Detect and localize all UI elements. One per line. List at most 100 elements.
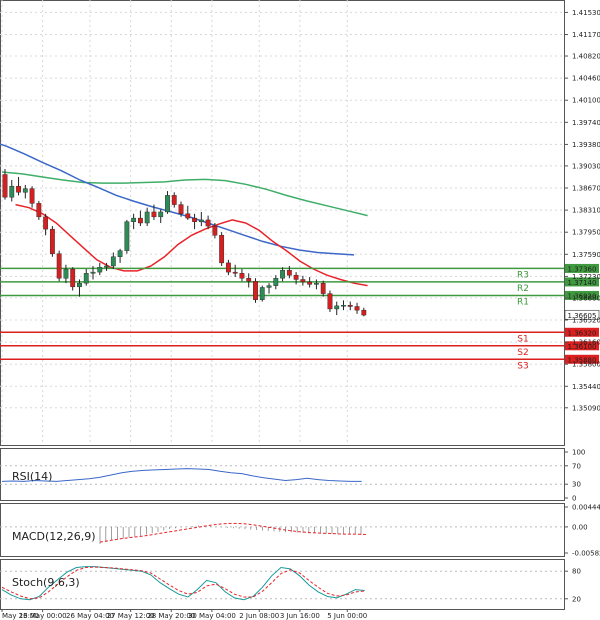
levels-layer: R3 1.37360 R2 1.37140 R1 1.36920 S1 1.36320 S2 1.… <box>0 263 600 371</box>
candle-body <box>22 188 28 193</box>
candle-body <box>300 279 306 283</box>
candle-body <box>293 274 299 280</box>
candle <box>49 226 55 257</box>
candle-body <box>307 281 313 285</box>
candle-body <box>131 217 137 222</box>
candle <box>16 176 21 196</box>
candle-body <box>246 278 252 282</box>
candle <box>293 272 299 285</box>
candle <box>2 168 8 200</box>
candle <box>361 307 367 317</box>
candle <box>212 223 218 239</box>
candle <box>334 301 340 316</box>
candle <box>185 205 191 220</box>
candle-body <box>144 211 150 224</box>
ma-slow-layer <box>1 171 368 217</box>
candle <box>124 219 130 254</box>
candle-body <box>286 270 292 276</box>
ma-mid-layer <box>0 143 355 256</box>
rsi-tick-label: 100 <box>572 449 585 457</box>
candle-body <box>165 195 170 213</box>
price-tick-label: 1.35800 <box>572 361 600 369</box>
macd-panel: 0.004445 0.00 -0.005827 <box>0 504 600 558</box>
candle <box>70 267 76 291</box>
candle <box>354 302 360 314</box>
ma-fast-layer <box>15 203 368 287</box>
support-price-tag <box>565 354 599 364</box>
candle-body <box>137 217 143 224</box>
candle <box>205 215 211 230</box>
price-axis: 1.41530 1.41170 1.40820 1.40460 1.40100 1.397… <box>564 9 600 412</box>
candle <box>239 269 245 282</box>
candle-body <box>2 174 8 198</box>
rsi-tick-label: 30 <box>572 481 581 489</box>
price-tick-label: 1.36520 <box>572 316 600 324</box>
candle <box>83 269 89 286</box>
time-tick-label: 30 May 04:00 <box>188 612 236 620</box>
support-price-label: 1.36320 <box>568 329 597 337</box>
candle <box>97 262 103 276</box>
candle <box>117 248 123 263</box>
rsi-label: RSI(14) <box>12 470 52 483</box>
candle <box>347 301 353 311</box>
resistance-name-r3: R3 <box>517 270 529 280</box>
macd-tick-label: 0.004445 <box>572 504 600 512</box>
candle-body <box>327 293 333 310</box>
candle <box>219 232 225 266</box>
candle-body <box>158 211 164 218</box>
candle-body <box>280 270 285 279</box>
candle <box>259 285 265 302</box>
support-price-tag <box>565 327 599 337</box>
price-tick-label: 1.40100 <box>572 97 600 105</box>
resistance-name-r1: R1 <box>517 297 529 307</box>
candles-layer <box>2 168 367 317</box>
candle <box>56 250 62 282</box>
candle <box>327 290 333 313</box>
macd-tick-label: 0.00 <box>572 523 588 531</box>
support-name-s1: S1 <box>517 334 528 344</box>
price-tick-label: 1.36160 <box>572 339 600 347</box>
candle <box>178 201 184 217</box>
candle-body <box>239 273 245 279</box>
candle <box>280 267 285 282</box>
support-name-s3: S3 <box>517 361 528 371</box>
price-tick-label: 1.39380 <box>572 141 600 149</box>
rsi-panel-frame <box>0 448 565 501</box>
time-tick-label: 27 May 12:00 <box>107 612 155 620</box>
resistance-price-tag <box>565 263 599 273</box>
macd-panel-frame <box>0 503 565 557</box>
candle <box>300 275 306 286</box>
price-panel-frame <box>0 0 565 446</box>
candle <box>158 209 164 223</box>
candle-body <box>205 219 211 227</box>
candle-body <box>90 271 96 274</box>
price-tick-label: 1.36880 <box>572 294 600 302</box>
resistance-price-label: 1.37360 <box>568 265 597 273</box>
candle-body <box>77 282 82 288</box>
stoch-label: Stoch(9,6,3) <box>12 576 80 589</box>
candle <box>314 279 319 290</box>
macd-tick-label: -0.005827 <box>572 550 600 558</box>
price-grid <box>0 0 564 444</box>
candle <box>226 259 231 276</box>
panel-frames <box>0 0 565 610</box>
stoch-tick-label: 20 <box>572 595 581 603</box>
price-tick-label: 1.39030 <box>572 162 600 170</box>
price-tick-label: 1.40460 <box>572 75 600 83</box>
resistance-price-label: 1.36920 <box>568 292 597 300</box>
support-price-label: 1.36100 <box>568 343 597 351</box>
price-tick-label: 1.35090 <box>572 404 600 412</box>
rsi-line <box>1 468 362 482</box>
candle <box>253 278 258 303</box>
candle-body <box>29 188 35 204</box>
candle <box>286 265 292 279</box>
candle-body <box>354 306 360 311</box>
price-tick-label: 1.40820 <box>572 53 600 61</box>
support-price-label: 1.35880 <box>568 356 597 364</box>
candle <box>192 213 197 230</box>
price-tick-label: 1.41170 <box>572 31 600 39</box>
price-tick-label: 1.41530 <box>572 9 600 17</box>
price-tick-label: 1.37950 <box>572 229 600 237</box>
candle <box>144 207 150 227</box>
time-tick-label: May 16:00 <box>2 612 39 620</box>
